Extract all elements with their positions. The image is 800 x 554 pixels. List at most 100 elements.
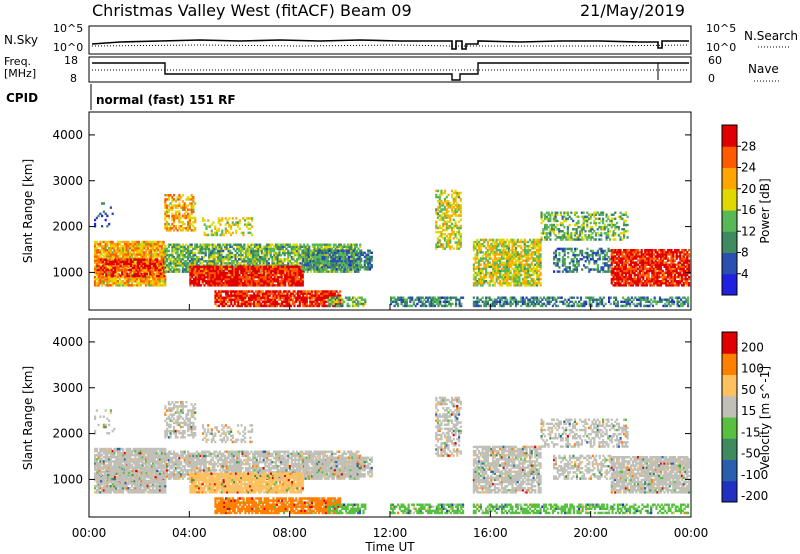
power-cell-3441 [305,298,308,301]
power-cell-2928 [271,277,275,281]
nsearch-tick-top: 10^5 [706,22,736,35]
power-cell-241 [115,253,118,256]
power-cell-3266 [260,302,263,306]
power-cell-2561 [203,277,206,281]
power-cell-855 [119,260,122,263]
power-cell-2847 [256,267,259,271]
power-cell-1878 [262,260,265,263]
power-cell-953 [149,262,152,266]
power-cell-2927 [271,280,275,283]
power-cell-3137 [226,300,229,304]
power-cell-1179 [201,219,205,222]
power-cell-2023 [285,258,288,261]
power-cell-2698 [228,269,231,273]
power-cell-2659 [220,277,224,281]
power-cell-3283 [263,292,266,295]
power-cell-3110 [217,290,221,293]
power-cell-3625 [314,266,317,269]
power-cell-90 [101,253,104,256]
power-cell-2710 [231,284,234,287]
power-cell-1223 [224,217,227,220]
power-cell-165 [108,253,111,256]
power-cell-2090 [295,245,299,249]
power-cell-838 [114,268,117,272]
power-cell-2954 [277,277,280,281]
power-cell-2500 [191,271,194,275]
power-cell-3527 [326,290,329,293]
power-cell-3863 [370,255,373,259]
power-cell-1268 [251,233,254,237]
power-cell-1533 [206,262,209,265]
power-cell-3379 [288,298,291,301]
power-cell-3292 [267,304,270,308]
power-cell-1168 [192,206,195,209]
power-cell-2246 [320,247,323,251]
power-cell-655 [153,253,156,256]
power-cell-2862 [259,275,262,279]
power-cell-2517 [194,273,197,277]
power-cell-1098 [180,216,183,220]
power-cell-1035 [167,196,170,199]
power-cell-3659 [321,259,324,263]
power-cell-1429 [188,260,191,263]
power-cell-1398 [183,253,186,257]
power-cell-1337 [174,266,177,269]
power-cell-939 [143,262,147,266]
power-cell-1788 [248,253,251,257]
power-cell-1395 [183,262,186,265]
power-cell-864 [122,260,126,263]
power-cell-2200 [313,247,316,251]
power-cell-2018 [283,245,286,249]
power-cell-3642 [318,261,321,265]
power-cell-3045 [294,280,297,283]
power-cell-2961 [278,282,282,285]
power-cell-2987 [284,284,287,287]
power-cell-1013 [166,229,169,232]
power-cell-4113 [454,220,457,224]
power-cell-1970 [276,253,279,257]
power-cell-3316 [272,298,275,301]
power-cell-3525 [326,294,329,297]
power-cell-2587 [208,282,211,285]
power-cell-337 [123,242,127,246]
date-label: 21/May/2019 [580,1,685,20]
power-cell-2613 [212,269,215,273]
power-cell-1896 [264,247,267,251]
power-cell-463 [136,255,139,258]
power-cell-740 [160,240,163,244]
power-cell-1392 [183,270,186,273]
power-cell-909 [136,266,140,270]
power-cell-1328 [173,260,176,263]
power-cell-959 [151,260,154,263]
power-cell-2993 [284,269,287,273]
power-cell-2031 [287,260,290,263]
power-cell-1919 [267,245,270,249]
power-cell-2661 [220,273,224,277]
power-cell-969 [154,262,157,266]
power-cell-621 [150,242,153,246]
power-cell-1786 [248,260,251,263]
power-cell-1114 [183,214,186,218]
power-cell-74 [99,244,102,248]
power-cell-2336 [336,266,339,269]
power-cell-448 [134,247,137,250]
power-cell-1592 [215,262,218,265]
power-cell-1978 [278,264,281,267]
power-cell-412 [130,244,134,248]
power-cell-377 [129,280,132,283]
power-cell-4762 [516,238,519,242]
power-cell-1397 [183,255,186,259]
power-cell-948 [149,272,152,276]
nsky-tick-top: 10^5 [53,22,83,35]
power-cell-902 [135,268,138,272]
power-cell-13 [94,253,97,256]
power-cell-2822 [252,284,255,287]
power-cell-3068 [298,271,301,275]
power-cell-2304 [329,245,332,249]
power-cell-2491 [189,273,192,277]
power-cell-2917 [270,280,273,283]
power-cell-1419 [187,255,190,259]
power-cell-3894 [341,302,344,306]
power-cell-3185 [239,294,242,297]
power-cell-369 [127,253,130,256]
